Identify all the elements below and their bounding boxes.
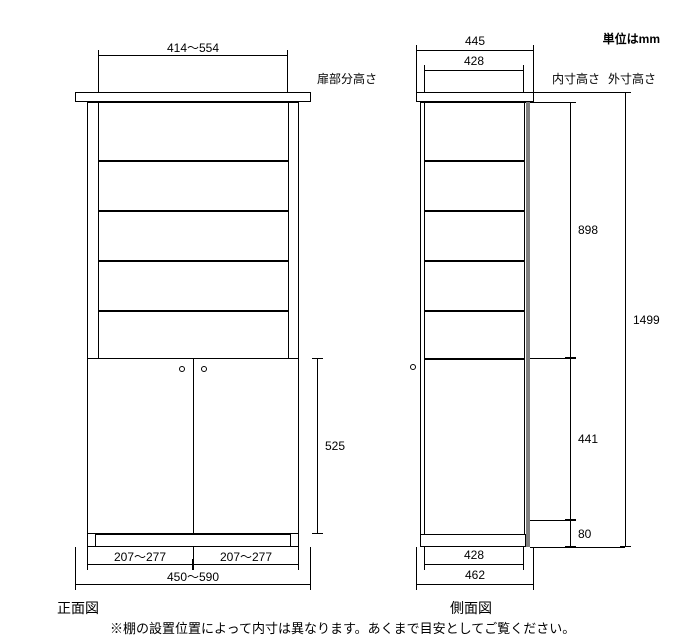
side-ext-b3: [416, 547, 417, 584]
footnote: ※棚の設置位置によって内寸は異なります。あくまで目安としてご覧ください。: [110, 618, 575, 637]
front-dim-half-l-label: 207～277: [87, 548, 193, 565]
front-top-panel: [75, 92, 311, 102]
side-knob: [410, 364, 416, 370]
side-shelf-4: [424, 358, 524, 360]
side-inner-right: [524, 102, 525, 534]
side-shelf-2: [424, 260, 524, 262]
side-ext-b4: [533, 547, 534, 584]
side-dim-base-h-label: 80: [578, 527, 591, 541]
side-base: [420, 534, 526, 547]
front-ext3: [298, 547, 299, 564]
side-shelf-1: [424, 210, 524, 212]
front-dim-door-h-label: 525: [325, 439, 345, 453]
side-dim-bot-inner-label: 428: [424, 548, 524, 562]
side-shelf-3: [424, 310, 524, 312]
side-dim-top-inner-line: [424, 70, 524, 71]
side-inner-left: [424, 102, 425, 534]
side-dim-lower-ih-label: 441: [578, 432, 598, 446]
front-inner-right: [288, 102, 289, 358]
side-dim-upper-ih-line: [570, 102, 571, 358]
side-ext-ih2: [530, 358, 570, 359]
front-shelf-1: [98, 210, 288, 212]
side-top-panel: [416, 92, 534, 102]
front-base: [95, 534, 291, 547]
side-dim-bot-outer-label: 462: [416, 568, 534, 582]
front-dim-door-h-tick-b: [312, 533, 323, 534]
front-dim-inner-width-label: 414～554: [98, 39, 288, 56]
front-door-divider: [193, 358, 194, 534]
front-dim-half-r-label: 207～277: [193, 548, 299, 565]
front-ext4: [75, 547, 76, 584]
side-dim-bot-inner-line: [424, 564, 524, 565]
side-ext-oh1: [530, 92, 625, 93]
side-body: [420, 102, 530, 547]
side-ext-oh2: [530, 547, 625, 548]
side-dim-total-h-line: [625, 92, 626, 547]
front-title: 正面図: [57, 598, 99, 618]
front-inner-left: [98, 102, 99, 358]
units-label: 単位はmm: [603, 30, 660, 47]
front-dim-door-h-line: [317, 358, 318, 534]
front-dim-iw-ext-l: [98, 55, 99, 92]
side-dim-top-outer-label: 445: [416, 34, 534, 48]
side-inner-h-label: 内寸高さ: [552, 70, 600, 87]
side-ext-t1: [416, 50, 417, 92]
front-dim-door-h-tick-t: [312, 358, 323, 359]
side-dim-top-outer-line: [416, 50, 534, 51]
side-accent-strip: [526, 102, 530, 547]
side-dim-lower-ih-line: [570, 358, 571, 520]
front-shelf-0: [98, 160, 288, 162]
side-ext-t4: [523, 70, 524, 92]
front-ext1: [87, 547, 88, 564]
side-ext-t2: [533, 50, 534, 92]
front-shelf-3: [98, 310, 288, 312]
side-dim-base-h-line: [570, 520, 571, 547]
side-title: 側面図: [450, 598, 492, 618]
side-ext-ih3: [530, 520, 570, 521]
front-door-height-label: 扉部分高さ: [317, 70, 377, 87]
side-ext-ih1: [530, 102, 570, 103]
side-shelf-0: [424, 160, 524, 162]
front-knob-left: [179, 366, 185, 372]
side-ext-b1: [424, 547, 425, 564]
side-ext-b2: [523, 547, 524, 564]
front-dim-total-w-label: 450～590: [75, 568, 311, 585]
side-dim-upper-ih-label: 898: [578, 223, 598, 237]
front-ext5: [310, 547, 311, 584]
side-outer-h-label: 外寸高さ: [608, 70, 656, 87]
front-dim-iw-ext-r: [287, 55, 288, 92]
side-ext-t3: [424, 70, 425, 92]
front-knob-right: [201, 366, 207, 372]
front-ext2: [193, 547, 194, 564]
side-dim-top-inner-label: 428: [424, 54, 524, 68]
front-shelf-2: [98, 260, 288, 262]
side-dim-bot-outer-line: [416, 584, 534, 585]
side-dim-total-h-label: 1499: [633, 313, 660, 327]
